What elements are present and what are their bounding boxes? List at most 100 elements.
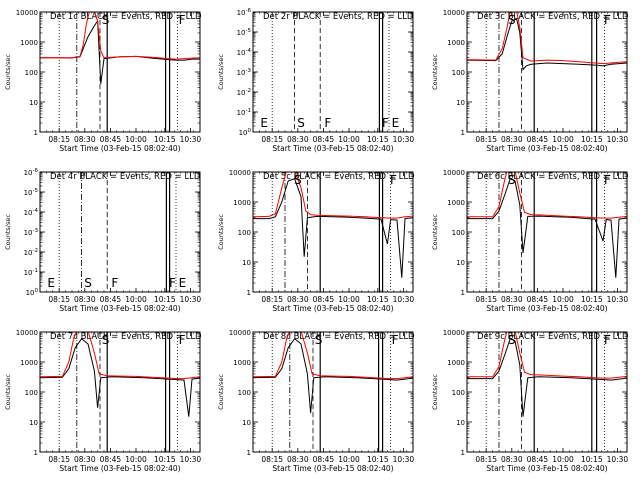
x-axis-label: Start Time (03-Feb-15 08:02:40) bbox=[59, 144, 180, 153]
y-tick-label: 10000 bbox=[16, 9, 38, 17]
axis-frame bbox=[466, 11, 628, 133]
x-tick-label: 08:45 bbox=[527, 135, 549, 144]
y-axis-label: Counts/sec bbox=[217, 54, 225, 90]
y-tick-label: 10-5 bbox=[24, 188, 39, 197]
x-tick-label: 10:00 bbox=[552, 135, 574, 144]
x-tick-label: 10:15 bbox=[581, 295, 603, 304]
x-tick-label: 08:45 bbox=[527, 455, 549, 464]
y-axis-label: Counts/sec bbox=[4, 54, 12, 90]
series-lld-line bbox=[40, 332, 200, 380]
panel-title: Det 7c BLACK = Events, RED = LLD bbox=[50, 332, 202, 342]
y-tick-label: 10-4 bbox=[237, 48, 252, 57]
y-tick-label: 100 bbox=[238, 229, 251, 237]
panel-det-8: Det 8c BLACK = Events, RED = LLD 1 10 100 10… bbox=[217, 329, 415, 473]
x-tick-label: 10:15 bbox=[367, 295, 389, 304]
x-tick-label: 10:00 bbox=[552, 455, 574, 464]
marker-label-e: E bbox=[392, 116, 400, 130]
panel-det-4: Det 4r BLACK = Events, RED = LLD 100 10-1 1… bbox=[4, 168, 201, 313]
series-events-line bbox=[467, 17, 627, 71]
marker-label-s: S bbox=[84, 276, 92, 290]
y-tick-label: 100 bbox=[26, 288, 39, 297]
panel-title: Det 9c BLACK = Events, RED = LLD bbox=[477, 332, 629, 342]
marker-label-f: F bbox=[179, 13, 186, 27]
y-axis-label: Counts/sec bbox=[431, 54, 439, 90]
x-tick-label: 08:15 bbox=[475, 135, 497, 144]
x-tick-label: 10:30 bbox=[607, 455, 629, 464]
series-lld-line bbox=[467, 172, 627, 219]
y-tick-label: 10-4 bbox=[24, 208, 39, 217]
x-tick-label: 08:30 bbox=[501, 135, 523, 144]
x-tick-label: 10:15 bbox=[581, 135, 603, 144]
x-tick-label: 10:15 bbox=[154, 135, 176, 144]
x-tick-label: 10:00 bbox=[125, 295, 147, 304]
marker-label-f: F bbox=[390, 173, 397, 187]
series-lld-line bbox=[467, 12, 627, 65]
x-tick-label: 08:30 bbox=[287, 295, 309, 304]
x-tick-label: 08:45 bbox=[100, 455, 122, 464]
y-tick-label: 1000 bbox=[447, 199, 465, 207]
y-tick-label: 1 bbox=[461, 289, 465, 297]
y-tick-label: 10 bbox=[242, 419, 251, 427]
marker-label-f: F bbox=[169, 276, 176, 290]
x-tick-label: 08:15 bbox=[48, 295, 70, 304]
marker-label-e: E bbox=[179, 276, 187, 290]
panel-title: Det 3c BLACK = Events, RED = LLD bbox=[477, 12, 629, 22]
x-axis-label: Start Time (03-Feb-15 08:02:40) bbox=[272, 464, 393, 473]
series-events-line bbox=[40, 19, 200, 84]
x-tick-label: 08:15 bbox=[261, 455, 283, 464]
y-tick-label: 10-6 bbox=[237, 8, 252, 17]
x-tick-label: 10:15 bbox=[581, 455, 603, 464]
marker-label-f: F bbox=[382, 116, 389, 130]
y-tick-label: 1 bbox=[34, 449, 38, 457]
series-lld-line bbox=[253, 172, 413, 219]
y-tick-label: 1 bbox=[247, 449, 251, 457]
x-axis-label: Start Time (03-Feb-15 08:02:40) bbox=[486, 464, 607, 473]
y-tick-label: 10-1 bbox=[24, 268, 38, 277]
series-events-line bbox=[40, 337, 200, 417]
series-lld-line bbox=[253, 332, 413, 380]
y-tick-label: 100 bbox=[452, 69, 465, 77]
x-tick-label: 08:15 bbox=[48, 135, 70, 144]
x-tick-label: 10:00 bbox=[338, 135, 360, 144]
panel-det-6: Det 6c BLACK = Events, RED = LLD 1 10 100 10… bbox=[431, 169, 629, 313]
panel-det-7: Det 7c BLACK = Events, RED = LLD 1 10 100 10… bbox=[4, 329, 202, 473]
x-tick-label: 10:30 bbox=[180, 295, 202, 304]
y-tick-label: 10-6 bbox=[24, 168, 39, 177]
x-tick-label: 08:30 bbox=[74, 135, 96, 144]
y-tick-label: 10 bbox=[29, 99, 38, 107]
marker-label-s: S bbox=[102, 13, 110, 27]
marker-label-s: S bbox=[508, 173, 516, 187]
x-tick-label: 10:00 bbox=[125, 455, 147, 464]
series-lld-line bbox=[40, 12, 200, 60]
y-axis-label: Counts/sec bbox=[217, 214, 225, 250]
x-tick-label: 08:30 bbox=[501, 455, 523, 464]
y-tick-label: 10000 bbox=[229, 329, 251, 337]
panel-title: Det 5c BLACK = Events, RED = LLD bbox=[263, 172, 415, 182]
panel-det-5: Det 5c BLACK = Events, RED = LLD 1 10 100 10… bbox=[217, 169, 415, 313]
y-tick-label: 10 bbox=[29, 419, 38, 427]
y-tick-label: 10-5 bbox=[237, 28, 252, 37]
panel-det-2: Det 2r BLACK = Events, RED = LLD 100 10-1 1… bbox=[217, 8, 414, 153]
marker-label-f: F bbox=[179, 333, 186, 347]
x-tick-label: 10:30 bbox=[180, 135, 202, 144]
x-axis-label: Start Time (03-Feb-15 08:02:40) bbox=[486, 304, 607, 313]
y-tick-label: 100 bbox=[238, 389, 251, 397]
marker-label-f: F bbox=[392, 333, 399, 347]
marker-label-s: S bbox=[508, 13, 516, 27]
series-events-line bbox=[253, 337, 413, 414]
axis-frame bbox=[252, 331, 414, 453]
x-tick-label: 08:45 bbox=[100, 135, 122, 144]
y-tick-label: 1000 bbox=[20, 39, 38, 47]
y-tick-label: 10 bbox=[242, 259, 251, 267]
panel-title: Det 1c BLACK = Events, RED = LLD bbox=[50, 12, 202, 22]
y-tick-label: 1000 bbox=[447, 359, 465, 367]
x-tick-label: 08:45 bbox=[100, 295, 122, 304]
y-tick-label: 10000 bbox=[229, 169, 251, 177]
x-tick-label: 08:30 bbox=[287, 135, 309, 144]
marker-label-s: S bbox=[294, 173, 302, 187]
x-axis-label: Start Time (03-Feb-15 08:02:40) bbox=[272, 304, 393, 313]
y-tick-label: 1 bbox=[247, 289, 251, 297]
x-tick-label: 08:15 bbox=[261, 295, 283, 304]
y-axis-label: Counts/sec bbox=[4, 214, 12, 250]
y-tick-label: 10-3 bbox=[24, 228, 39, 237]
